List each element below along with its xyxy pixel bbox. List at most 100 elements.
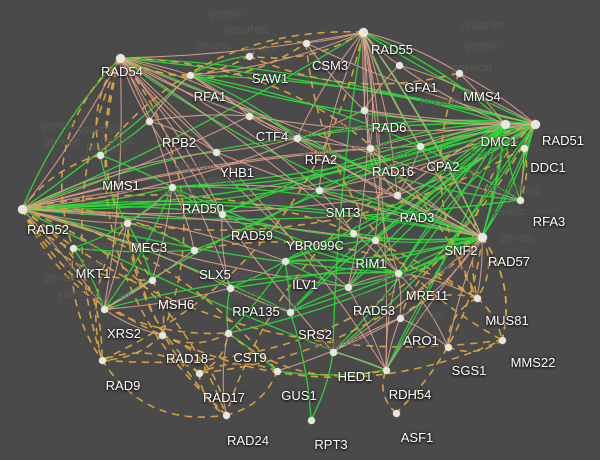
network-edge-co-citation[interactable] — [99, 154, 173, 188]
network-edge-genetic[interactable] — [399, 294, 478, 319]
network-edge-co-citation[interactable] — [289, 311, 312, 421]
network-edge-physical[interactable] — [21, 147, 371, 210]
network-edge-genetic[interactable] — [248, 55, 460, 85]
network-edge-genetic[interactable] — [248, 40, 307, 57]
network-edge-physical[interactable] — [396, 123, 506, 196]
graph-node-mms1[interactable] — [96, 151, 104, 159]
network-edge-co-citation[interactable] — [189, 55, 250, 76]
graph-node-rfa3[interactable] — [516, 196, 524, 204]
network-edge-co-citation[interactable] — [481, 123, 506, 238]
graph-node-mms4[interactable] — [455, 69, 463, 77]
network-edge-physical[interactable] — [296, 31, 364, 139]
network-edge-co-citation[interactable] — [189, 74, 298, 139]
graph-node-rad57[interactable] — [478, 233, 486, 241]
network-edge-genetic[interactable] — [104, 57, 153, 281]
graph-node-rim1[interactable] — [371, 236, 379, 244]
graph-node-rad55[interactable] — [358, 27, 368, 37]
network-edge-physical[interactable] — [21, 145, 421, 210]
network-edge-physical[interactable] — [229, 287, 291, 313]
network-edge-physical[interactable] — [189, 74, 483, 238]
network-edge-co-citation[interactable] — [289, 286, 349, 313]
network-edge-co-citation[interactable] — [481, 123, 536, 238]
network-edge-genetic[interactable] — [21, 194, 478, 299]
network-edge-co-citation[interactable] — [229, 260, 286, 289]
network-edge-physical[interactable] — [363, 109, 506, 125]
network-edge-genetic[interactable] — [447, 297, 478, 348]
network-edge-co-citation[interactable] — [504, 123, 521, 201]
network-edge-co-citation[interactable] — [21, 137, 298, 210]
graph-node-sgs1[interactable] — [444, 343, 452, 351]
network-edge-co-citation[interactable] — [171, 186, 399, 274]
graph-node-saw1[interactable] — [245, 52, 253, 60]
network-edge-genetic[interactable] — [71, 247, 103, 361]
network-edge-physical[interactable] — [318, 123, 536, 191]
network-edge-physical[interactable] — [332, 351, 387, 371]
network-edge-genetic[interactable] — [399, 236, 483, 319]
network-edge-physical[interactable] — [419, 123, 506, 147]
network-edge-co-citation[interactable] — [284, 259, 399, 274]
graph-node-rad51[interactable] — [530, 119, 540, 129]
graph-node-mms22[interactable] — [498, 336, 506, 344]
network-edge-genetic[interactable] — [481, 236, 507, 341]
network-edge-genetic[interactable] — [225, 123, 536, 416]
network-edge-genetic[interactable] — [193, 241, 478, 299]
graph-node-ybr099c[interactable] — [349, 229, 357, 237]
graph-node-rad17[interactable] — [195, 369, 203, 377]
network-edge-genetic[interactable] — [198, 362, 278, 374]
graph-node-mec3[interactable] — [123, 219, 131, 227]
graph-node-srs2[interactable] — [286, 308, 294, 316]
network-edge-physical[interactable] — [362, 31, 421, 147]
network-edge-physical[interactable] — [189, 31, 364, 76]
network-edge-genetic[interactable] — [519, 147, 528, 201]
graph-node-slx5[interactable] — [190, 246, 198, 254]
network-edge-physical[interactable] — [148, 120, 217, 153]
network-edge-co-citation[interactable] — [99, 154, 128, 224]
graph-node-rad59[interactable] — [218, 210, 226, 218]
network-edge-genetic[interactable] — [101, 334, 163, 361]
network-edge-genetic[interactable] — [126, 222, 227, 416]
network-edge-co-citation[interactable] — [362, 31, 506, 125]
graph-node-yhb1[interactable] — [212, 148, 220, 156]
network-edge-physical[interactable] — [396, 145, 421, 196]
network-edge-co-citation[interactable] — [72, 247, 195, 253]
network-edge-genetic[interactable] — [101, 359, 227, 418]
network-edge-co-citation[interactable] — [21, 57, 121, 210]
network-edge-genetic[interactable] — [225, 370, 278, 416]
network-edge-co-citation[interactable] — [72, 247, 105, 310]
network-edge-physical[interactable] — [248, 115, 298, 139]
network-edge-physical[interactable] — [318, 189, 398, 196]
network-edge-co-citation[interactable] — [296, 137, 521, 201]
network-edge-physical[interactable] — [397, 272, 402, 319]
graph-node-csm3[interactable] — [302, 39, 310, 47]
network-edge-physical[interactable] — [305, 42, 365, 111]
network-edge-genetic[interactable] — [119, 57, 478, 299]
network-edge-physical[interactable] — [362, 31, 398, 196]
network-edge-physical[interactable] — [385, 272, 399, 371]
network-edge-physical[interactable] — [119, 57, 387, 371]
network-edge-physical[interactable] — [119, 57, 320, 191]
network-edge-physical[interactable] — [103, 308, 163, 336]
network-edge-genetic[interactable] — [395, 236, 483, 414]
network-edge-co-citation[interactable] — [276, 369, 387, 376]
network-edge-physical[interactable] — [398, 64, 536, 125]
network-edge-physical[interactable] — [215, 151, 483, 238]
network-edge-co-citation[interactable] — [284, 260, 349, 288]
network-edge-physical[interactable] — [148, 114, 250, 122]
graph-node-rad3[interactable] — [393, 191, 401, 199]
graph-node-rpt3[interactable] — [307, 416, 315, 424]
network-edge-genetic[interactable] — [21, 208, 278, 372]
network-edge-physical[interactable] — [119, 57, 150, 122]
graph-node-rad52[interactable] — [17, 204, 27, 214]
network-edge-physical[interactable] — [362, 31, 460, 74]
network-edge-physical[interactable] — [458, 72, 506, 125]
network-edge-physical[interactable] — [151, 186, 173, 281]
network-edge-genetic[interactable] — [95, 222, 128, 361]
graph-node-cst9[interactable] — [224, 329, 232, 337]
network-edge-co-citation[interactable] — [99, 120, 150, 156]
network-edge-co-citation[interactable] — [227, 260, 286, 334]
network-edge-co-citation[interactable] — [332, 31, 364, 353]
graph-node-xrs2[interactable] — [100, 305, 108, 313]
network-edge-genetic[interactable] — [382, 369, 397, 414]
network-edge-physical[interactable] — [397, 272, 449, 348]
